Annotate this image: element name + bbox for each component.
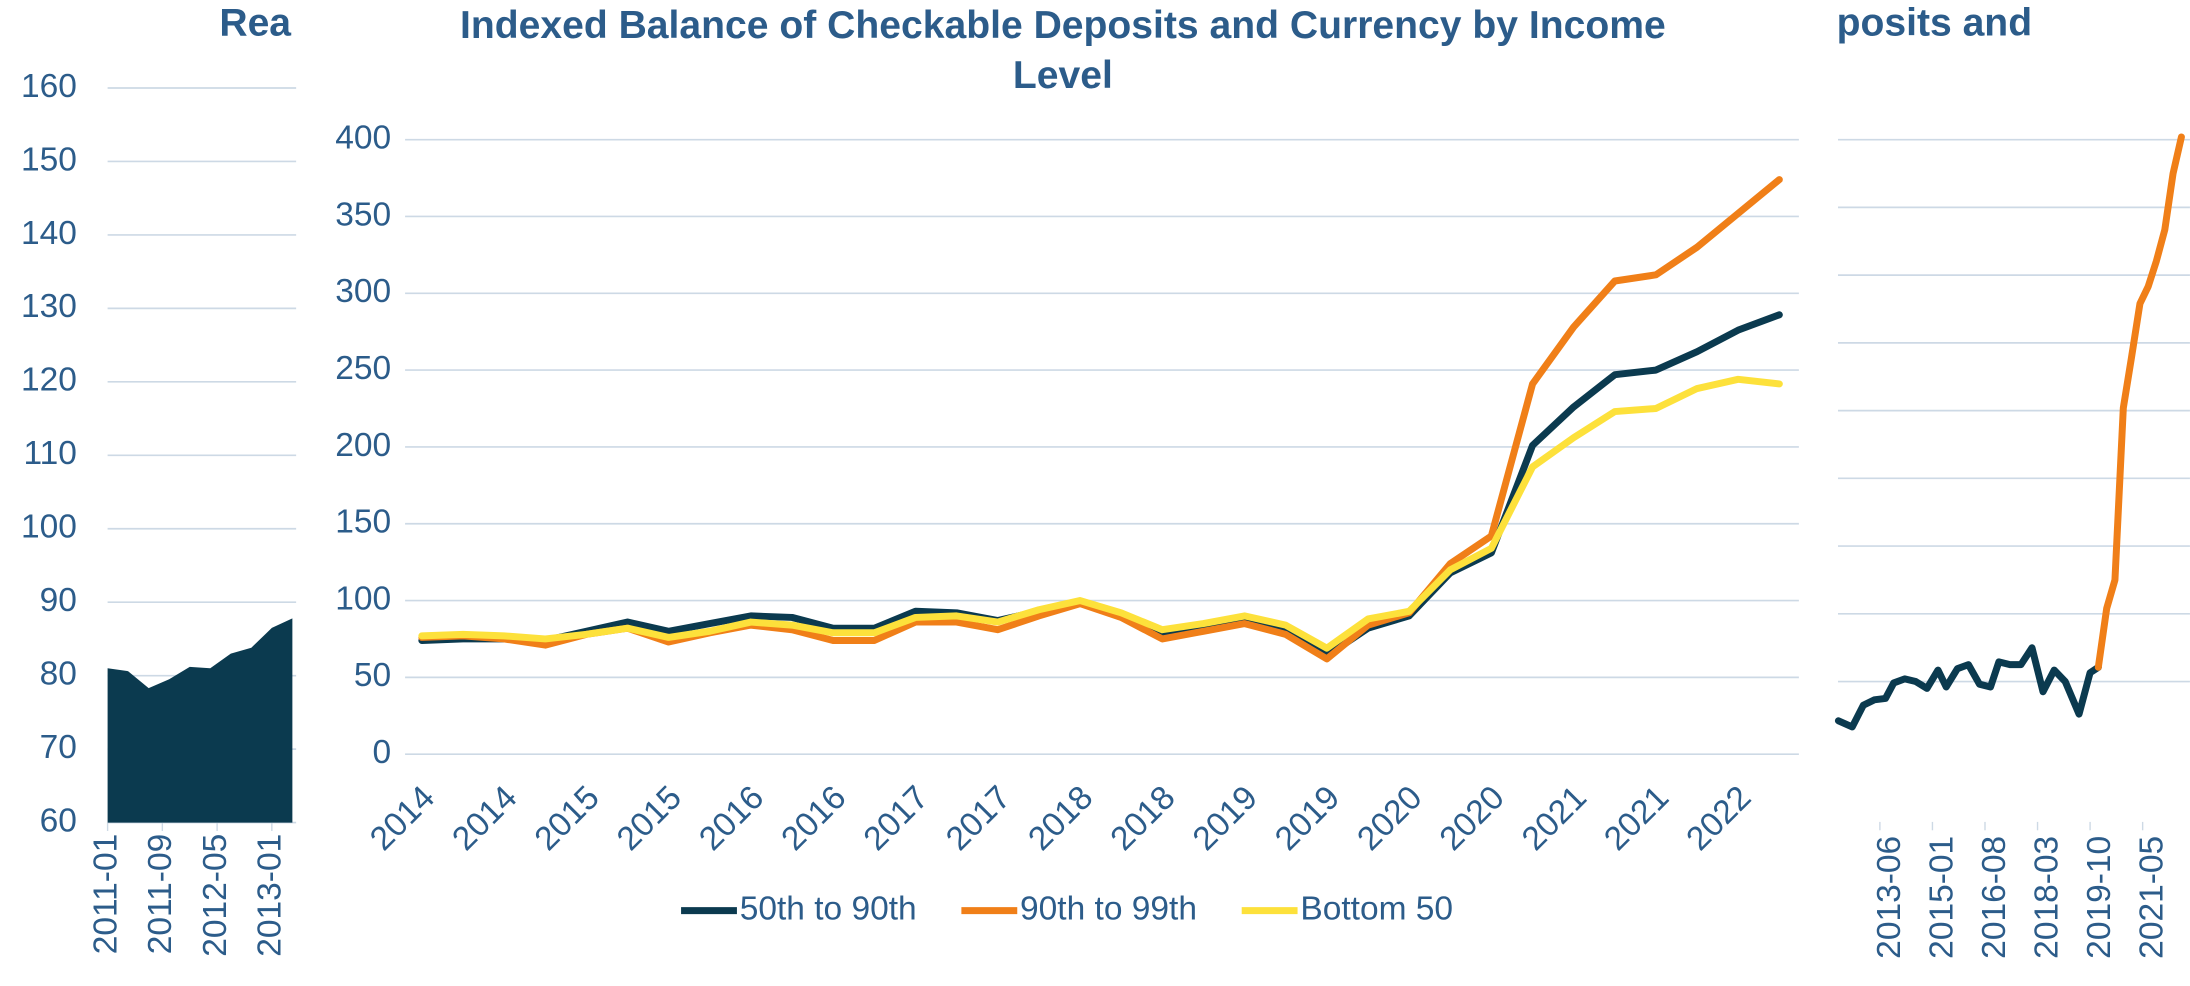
line-series (1834, 644, 2102, 731)
x-tick-label: 2013-01 (252, 834, 289, 957)
main-chart-background (296, 0, 1802, 986)
y-tick-label: 160 (21, 68, 77, 105)
y-tick-label: 250 (335, 350, 391, 387)
x-tick-label: 2021-05 (2134, 836, 2171, 959)
y-tick-label: 110 (23, 435, 76, 472)
x-tick-label: 2011-09 (142, 834, 179, 954)
y-tick-label: 50 (354, 657, 391, 694)
y-tick-label: 350 (335, 196, 391, 233)
line-series (418, 375, 1783, 652)
y-tick-label: 150 (21, 141, 77, 178)
y-tick-label: 200 (335, 427, 391, 464)
y-tick-label: 90 (40, 582, 77, 619)
y-tick-label: 150 (335, 504, 391, 541)
chart-title: posits and (1837, 1, 2033, 44)
x-tick-label: 2016-08 (1976, 836, 2013, 959)
area (107, 618, 293, 823)
y-tick-label: 400 (335, 120, 391, 157)
y-tick-label: 140 (21, 215, 77, 252)
x-tick-label: 2018-03 (2029, 836, 2066, 959)
y-tick-label: 70 (40, 729, 77, 766)
y-tick-label: 120 (21, 362, 77, 399)
x-tick-label: 2012-05 (197, 834, 234, 957)
y-tick-label: 300 (335, 273, 391, 310)
line-series (2094, 133, 2185, 671)
y-tick-label: 80 (40, 656, 77, 693)
chart-title: Indexed Balance of Checkable Deposits an… (460, 4, 1666, 97)
y-tick-label: 60 (40, 802, 77, 839)
y-tick-label: 100 (21, 509, 77, 546)
right-chart: posits and 2013-06 2015-01 2016-08 2018-03 20… (1834, 1, 2190, 959)
y-tick-label: 100 (335, 580, 391, 617)
y-tick-label: 130 (21, 288, 77, 325)
x-tick-label: 2011-01 (87, 834, 124, 954)
chart-title: Rea (219, 1, 291, 44)
legend-label: 50th to 90th (740, 890, 917, 927)
y-tick-label: 0 (372, 734, 391, 771)
legend-label: Bottom 50 (1300, 890, 1453, 927)
legend-label: 90th to 99th (1020, 890, 1197, 927)
x-tick-label: 2019-10 (2081, 836, 2118, 959)
x-tick-label: 2015-01 (1923, 836, 1960, 959)
x-tick-label: 2013-06 (1871, 836, 1908, 959)
